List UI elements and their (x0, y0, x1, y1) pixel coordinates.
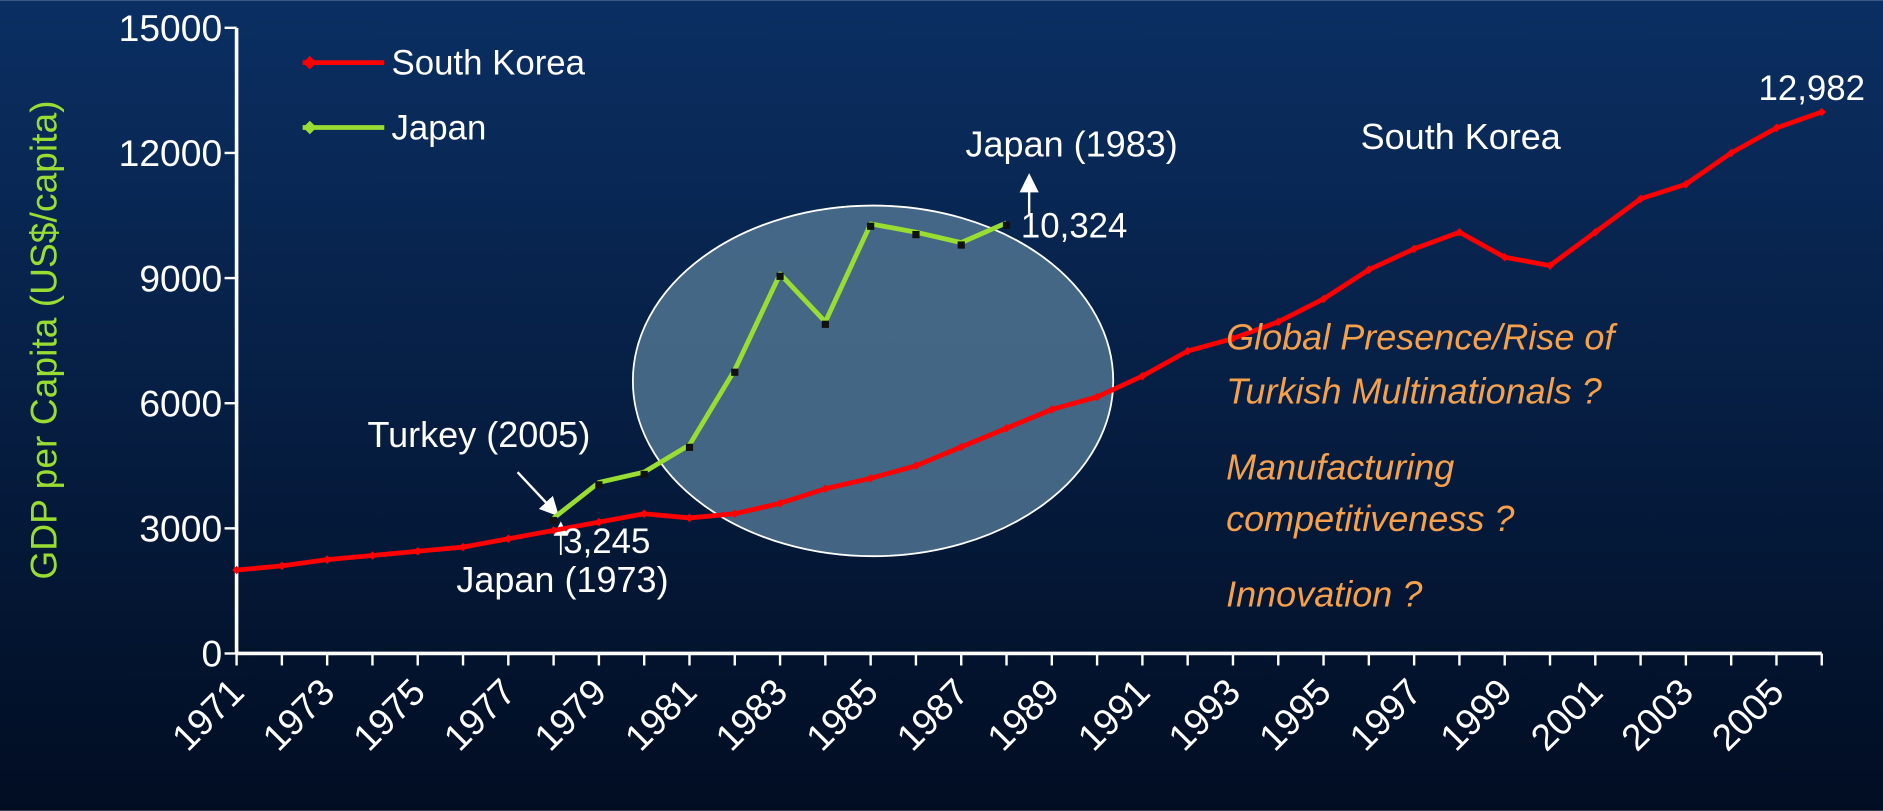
point-marker (640, 470, 648, 479)
point-marker (1002, 423, 1011, 433)
point-marker (413, 547, 422, 556)
annotation: competitiveness ? (1226, 498, 1514, 539)
point-marker (594, 517, 604, 527)
annotation: Manufacturing (1226, 446, 1454, 487)
y-axis-label: GDP per Capita (US$/capita) (22, 100, 64, 579)
annotation: Turkey (2005) (367, 414, 590, 455)
point-marker (1274, 317, 1283, 327)
point-marker (322, 555, 332, 564)
point-marker (685, 443, 694, 451)
point-marker (956, 442, 966, 452)
point-marker (595, 481, 603, 489)
legend-marker (303, 55, 317, 70)
annotation: Japan (1983) (966, 123, 1178, 164)
y-tick-label: 12000 (119, 132, 223, 174)
point-marker (458, 542, 468, 552)
arrow (516, 471, 559, 517)
point-marker (911, 461, 921, 471)
legend-label: Japan (391, 109, 486, 148)
data-label: 3,245 (563, 522, 650, 561)
point-marker (912, 231, 920, 239)
point-marker (730, 509, 740, 518)
annotation: Japan (1973) (456, 559, 668, 600)
annotation: South Korea (1361, 116, 1562, 157)
point-marker (1002, 221, 1011, 229)
point-marker (549, 526, 558, 535)
y-tick-label: 6000 (139, 382, 222, 424)
point-marker (550, 516, 558, 525)
point-marker (1183, 346, 1192, 356)
point-marker (821, 320, 829, 328)
point-marker (867, 222, 875, 230)
point-marker (1726, 148, 1736, 158)
line-0 (236, 109, 1823, 573)
y-tick-label: 0 (201, 633, 222, 675)
point-marker (776, 272, 784, 280)
point-marker (866, 474, 875, 483)
point-marker (685, 513, 694, 523)
point-marker (1092, 392, 1102, 402)
point-marker (1138, 371, 1147, 381)
data-label: 10,324 (1021, 206, 1127, 245)
annotation: Global Presence/Rise of (1226, 317, 1618, 358)
y-tick-label: 9000 (139, 257, 222, 299)
y-tick-label: 3000 (139, 508, 222, 550)
point-marker (957, 241, 965, 249)
point-marker (821, 484, 830, 493)
highlight-ellipse (631, 204, 1115, 558)
point-marker (731, 368, 739, 376)
y-tick-label: 15000 (119, 7, 223, 49)
annotation: Innovation ? (1226, 574, 1422, 615)
point-marker (232, 565, 241, 575)
legend-label: South Korea (391, 44, 585, 83)
point-marker (639, 509, 649, 518)
data-label: 12,982 (1759, 69, 1865, 108)
point-marker (1817, 107, 1827, 117)
point-marker (504, 534, 513, 544)
annotation: Turkish Multinationals ? (1226, 371, 1602, 412)
point-marker (368, 551, 377, 560)
point-marker (775, 499, 785, 508)
